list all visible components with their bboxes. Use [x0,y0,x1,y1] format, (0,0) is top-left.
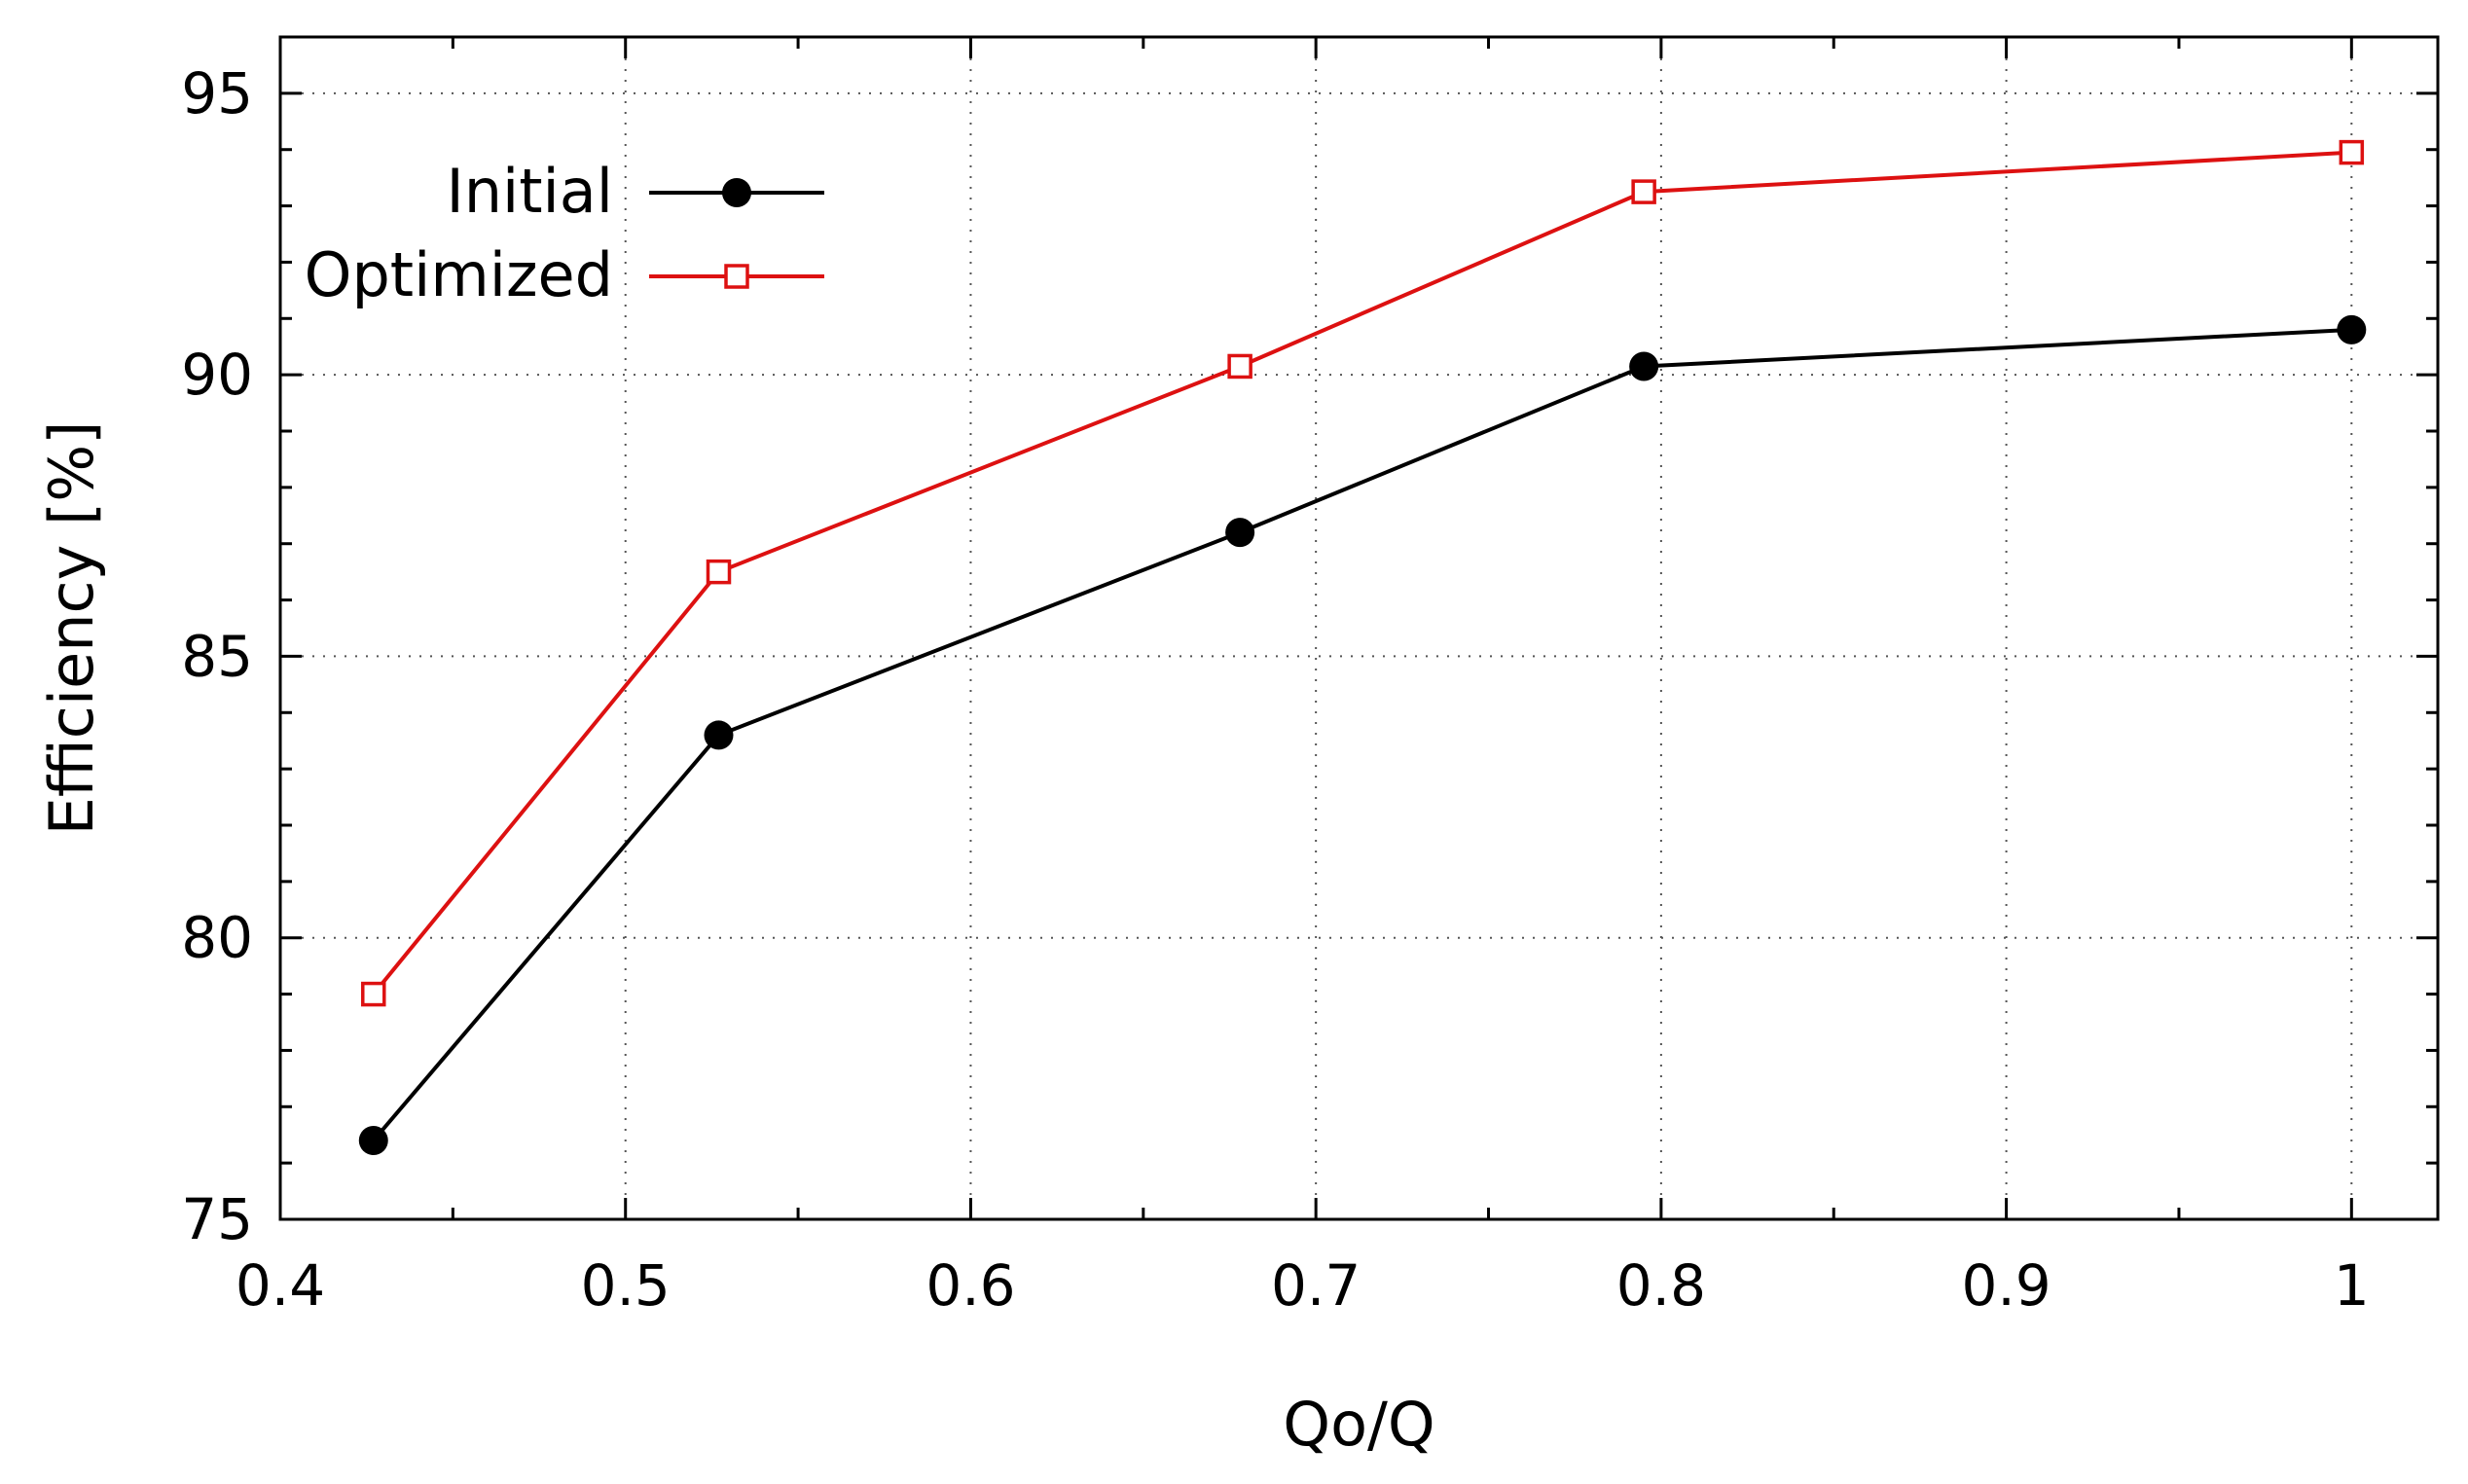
series-optimized [361,139,2365,1007]
y-tick-label: 75 [181,1186,253,1252]
data-point-optimized [1631,179,1656,204]
x-tick-label: 0.4 [236,1252,325,1319]
legend-item-initial: Initial [446,156,824,227]
data-point-optimized [361,981,386,1007]
x-tick-label: 0.7 [1271,1252,1361,1319]
y-tick-label: 95 [181,60,253,127]
y-axis-label: Efficiency [%] [36,421,107,836]
series-layer [358,139,2367,1155]
x-tick-label: 0.6 [926,1252,1015,1319]
legend-item-optimized: Optimized [305,239,824,310]
legend-marker [722,178,751,207]
data-point-initial [1629,351,1659,381]
series-initial [358,314,2367,1155]
x-tick-label: 1 [2334,1252,2370,1319]
x-tick-label: 0.9 [1961,1252,2051,1319]
data-point-optimized [706,559,732,585]
data-point-optimized [2339,139,2365,165]
tick-labels: 0.4 0.5 0.6 0.7 0.8 0.9 1 75 80 85 90 95 [181,60,2370,1319]
y-tick-label: 80 [181,905,253,971]
data-point-initial [704,720,734,750]
x-tick-label: 0.5 [581,1252,671,1319]
axis-ticks [278,35,2438,1221]
legend-label: Optimized [305,239,613,310]
y-tick-label: 90 [181,342,253,408]
legend-label: Initial [446,156,613,227]
legend-marker [724,264,749,289]
grid-lines [280,37,2438,1219]
data-point-initial [2337,314,2367,344]
data-point-initial [358,1126,388,1155]
y-tick-label: 85 [181,623,253,689]
x-tick-label: 0.8 [1616,1252,1706,1319]
plot-frame [278,35,2440,1221]
legend: Initial Optimized [305,156,824,310]
data-point-optimized [1227,353,1252,380]
data-point-initial [1225,518,1255,548]
x-axis-label: Qo/Q [1283,1389,1434,1460]
